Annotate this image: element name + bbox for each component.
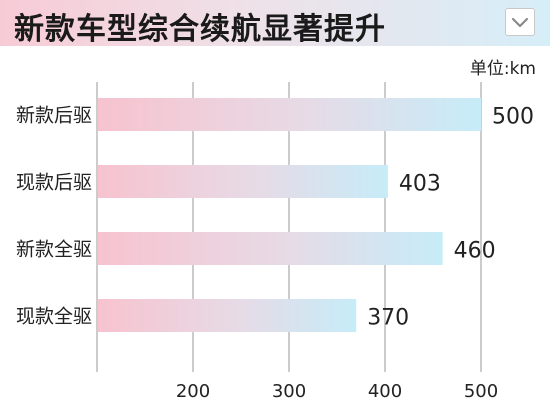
- bar: [98, 232, 443, 265]
- category-label: 新款后驱: [16, 105, 92, 127]
- x-tick-label: 400: [368, 381, 402, 402]
- expand-button[interactable]: [505, 8, 535, 36]
- unit-label: 单位:km: [469, 59, 536, 79]
- bar: [98, 299, 357, 332]
- chevron-down-icon: [511, 17, 529, 28]
- value-label: 403: [399, 172, 441, 197]
- x-tick-label: 200: [176, 381, 210, 402]
- bar: [98, 165, 388, 198]
- x-tick-label: 300: [272, 381, 306, 402]
- value-label: 500: [492, 105, 534, 130]
- category-label: 新款全驱: [16, 239, 92, 261]
- value-label: 370: [367, 306, 409, 331]
- chart-title: 新款车型综合续航显著提升: [14, 12, 386, 47]
- x-tick-label: 500: [464, 381, 498, 402]
- bar: [98, 98, 481, 131]
- header-banner: 新款车型综合续航显著提升: [0, 0, 550, 47]
- value-label: 460: [454, 239, 496, 264]
- category-label: 现款后驱: [16, 172, 92, 194]
- category-label: 现款全驱: [16, 306, 92, 328]
